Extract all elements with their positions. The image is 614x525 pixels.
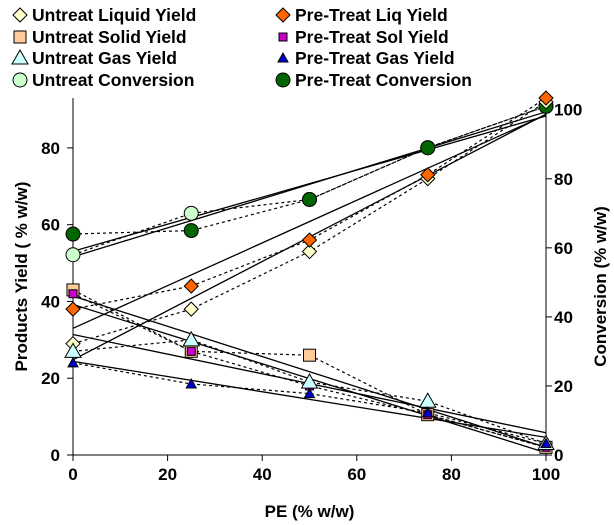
legend-item-untreat-liquid-yield: Untreat Liquid Yield bbox=[12, 5, 196, 25]
legend-item-pre-treat-gas-yield: Pre-Treat Gas Yield bbox=[277, 48, 455, 68]
point-pre-treat-gas-yield bbox=[540, 437, 552, 448]
legend-marker-untreat-conversion bbox=[12, 72, 28, 88]
point-pre-treat-gas-yield bbox=[185, 377, 198, 389]
y2-axis-label: Conversion (% w/w) bbox=[591, 206, 610, 367]
data-markers bbox=[64, 90, 555, 454]
dashed-line-pre-treat-gas-yield bbox=[72, 362, 547, 445]
dashed-line-untreat-solid-yield bbox=[72, 289, 547, 448]
legend-marker-pre-treat-sol-yield bbox=[278, 32, 288, 42]
x-tick-label: 100 bbox=[532, 465, 560, 484]
x-tick-label: 40 bbox=[253, 465, 272, 484]
point-pre-treat-conversion bbox=[302, 192, 317, 208]
x-tick-label: 60 bbox=[347, 465, 366, 484]
point-pre-treat-conversion bbox=[420, 140, 436, 156]
point-pre-treat-gas-yield bbox=[67, 356, 79, 368]
legend-item-untreat-solid-yield: Untreat Solid Yield bbox=[13, 27, 187, 47]
legend-label-pre-treat-sol-yield: Pre-Treat Sol Yield bbox=[295, 27, 449, 47]
legend-item-untreat-gas-yield: Untreat Gas Yield bbox=[11, 48, 177, 68]
dashed-line-untreat-liquid-yield bbox=[72, 101, 547, 345]
dashed-line-untreat-conversion bbox=[72, 105, 547, 256]
legend-label-untreat-solid-yield: Untreat Solid Yield bbox=[32, 27, 187, 47]
y2-tick-label: 40 bbox=[554, 308, 573, 327]
y-axis-label: Products Yield ( % w/w) bbox=[12, 182, 31, 372]
y-tick-label: 20 bbox=[41, 369, 60, 388]
fit-lines bbox=[72, 97, 547, 454]
trend-line-pre-treat-gas-yield bbox=[72, 360, 547, 438]
y2-tick-label: 20 bbox=[554, 377, 573, 396]
legend-item-pre-treat-sol-yield: Pre-Treat Sol Yield bbox=[278, 27, 449, 47]
legend-marker-untreat-solid-yield bbox=[13, 30, 27, 44]
legend-label-pre-treat-conversion: Pre-Treat Conversion bbox=[295, 70, 472, 90]
y2-tick-label: 0 bbox=[554, 446, 563, 465]
point-pre-treat-sol-yield bbox=[68, 289, 78, 299]
point-pre-treat-liq-yield bbox=[183, 278, 199, 294]
point-pre-treat-sol-yield bbox=[186, 346, 196, 356]
legend-marker-untreat-liquid-yield bbox=[12, 7, 28, 23]
dashed-line-untreat-gas-yield bbox=[72, 339, 547, 445]
legend-label-untreat-gas-yield: Untreat Gas Yield bbox=[32, 48, 177, 68]
point-untreat-conversion bbox=[65, 247, 81, 263]
x-axis-label: PE (% w/w) bbox=[265, 502, 355, 521]
point-pre-treat-liq-yield bbox=[65, 301, 81, 317]
y-tick-label: 0 bbox=[51, 446, 60, 465]
legend-item-untreat-conversion: Untreat Conversion bbox=[12, 70, 194, 90]
legend-label-pre-treat-gas-yield: Pre-Treat Gas Yield bbox=[295, 48, 455, 68]
x-tick-label: 80 bbox=[442, 465, 461, 484]
legend-label-pre-treat-liq-yield: Pre-Treat Liq Yield bbox=[295, 5, 448, 25]
point-untreat-conversion bbox=[183, 205, 199, 221]
point-pre-treat-conversion bbox=[183, 223, 199, 239]
trend-line-untreat-solid-yield bbox=[72, 295, 547, 448]
y-tick-label: 40 bbox=[41, 292, 60, 311]
legend: Untreat Liquid Yield Pre-Treat Liq Yield U… bbox=[11, 5, 472, 90]
legend-item-pre-treat-conversion: Pre-Treat Conversion bbox=[275, 70, 472, 90]
axis-labels: PE (% w/w) Products Yield ( % w/w) Convers… bbox=[12, 182, 610, 521]
y2-tick-label: 100 bbox=[554, 101, 582, 120]
x-tick-label: 20 bbox=[158, 465, 177, 484]
dashed-line-pre-treat-conversion bbox=[72, 105, 547, 235]
trend-line-untreat-conversion bbox=[72, 111, 547, 258]
legend-item-pre-treat-liq-yield: Pre-Treat Liq Yield bbox=[275, 5, 448, 25]
legend-marker-pre-treat-liq-yield bbox=[275, 7, 291, 23]
point-pre-treat-conversion bbox=[65, 226, 81, 242]
point-untreat-gas-yield bbox=[418, 392, 437, 408]
y-tick-label: 60 bbox=[41, 216, 60, 235]
point-pre-treat-liq-yield bbox=[301, 232, 318, 248]
legend-marker-pre-treat-gas-yield bbox=[277, 51, 289, 63]
point-pre-treat-gas-yield bbox=[421, 406, 434, 418]
trend-line-pre-treat-liq-yield bbox=[72, 114, 547, 329]
x-tick-label: 0 bbox=[68, 465, 77, 484]
point-untreat-gas-yield bbox=[182, 330, 201, 347]
y-tick-label: 80 bbox=[41, 139, 60, 158]
point-untreat-liquid-yield bbox=[183, 301, 199, 317]
legend-marker-untreat-gas-yield bbox=[11, 48, 29, 65]
point-pre-treat-liq-yield bbox=[420, 167, 436, 183]
point-pre-treat-gas-yield bbox=[303, 387, 316, 399]
legend-label-untreat-conversion: Untreat Conversion bbox=[32, 70, 194, 90]
point-untreat-liquid-yield bbox=[301, 243, 318, 260]
y2-tick-label: 60 bbox=[554, 239, 573, 258]
trend-line-pre-treat-conversion bbox=[72, 115, 547, 252]
y2-tick-label: 80 bbox=[554, 170, 573, 189]
legend-label-untreat-liquid-yield: Untreat Liquid Yield bbox=[32, 5, 196, 25]
point-untreat-gas-yield bbox=[300, 373, 319, 389]
point-pre-treat-liq-yield bbox=[538, 90, 554, 106]
point-untreat-solid-yield bbox=[303, 348, 316, 362]
legend-marker-pre-treat-conversion bbox=[275, 72, 291, 88]
